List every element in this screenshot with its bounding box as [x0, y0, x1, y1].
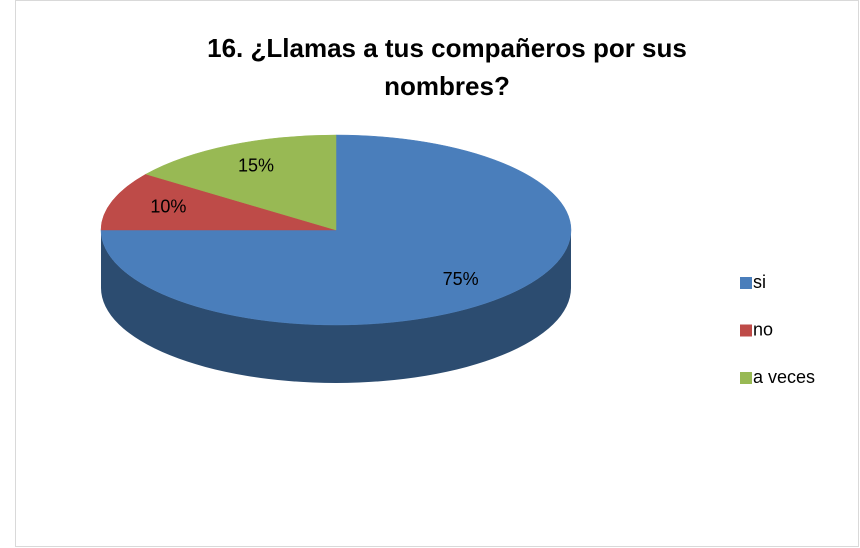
legend-label: si	[753, 272, 766, 292]
pie-side	[101, 230, 571, 383]
legend-swatch	[740, 277, 752, 289]
chart-title: nombres?	[384, 71, 510, 101]
pie-slice	[100, 173, 337, 231]
data-label: 10%	[150, 197, 186, 217]
chart-title: 16. ¿Llamas a tus compañeros por sus	[207, 33, 687, 63]
legend-swatch	[740, 324, 752, 337]
legend-label: a veces	[753, 367, 815, 387]
legend-label: no	[753, 319, 773, 339]
data-label: 15%	[238, 155, 274, 175]
data-label: 75%	[443, 269, 479, 289]
legend-swatch	[740, 372, 752, 384]
pie-slice	[145, 134, 337, 231]
